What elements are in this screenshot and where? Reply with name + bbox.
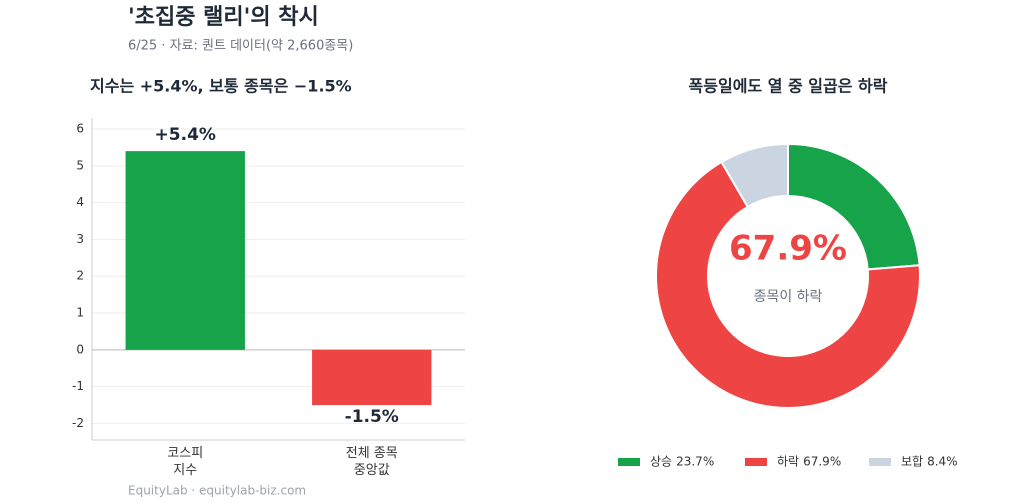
y-tick-label: 3 xyxy=(76,232,84,246)
y-tick-label: -2 xyxy=(72,416,84,430)
bar xyxy=(125,151,245,350)
x-tick-label: 전체 종목 중앙값 xyxy=(345,446,398,478)
y-tick-label: 0 xyxy=(76,342,84,356)
center-value: 67.9% xyxy=(729,229,847,269)
donut-slice xyxy=(655,160,921,409)
legend-label: 보합 xyxy=(901,455,923,469)
x-tick-label: 코스피 지수 xyxy=(167,446,204,478)
donut-title: 폭등일에도 열 중 일곱은 하락 xyxy=(689,77,888,96)
legend-swatch xyxy=(745,458,767,466)
y-tick-label: 5 xyxy=(76,158,84,172)
bar-title: 지수는 +5.4%, 보통 종목은 −1.5% xyxy=(90,77,352,96)
legend-value: 67.9% xyxy=(803,455,841,469)
legend-swatch xyxy=(618,458,640,466)
bar xyxy=(312,349,432,406)
donut-slice xyxy=(787,142,921,271)
legend-value: 8.4% xyxy=(927,455,958,469)
y-tick-label: 2 xyxy=(76,269,84,283)
subtitle: 6/25 · 자료: 퀀트 데이터(약 2,660종목) xyxy=(128,39,353,54)
legend-swatch xyxy=(869,458,891,466)
legend-value: 23.7% xyxy=(676,455,714,469)
donut-slice xyxy=(720,142,789,209)
value-label: -1.5% xyxy=(345,407,399,427)
y-tick-label: -1 xyxy=(72,379,84,393)
legend-label: 상승 xyxy=(650,455,672,469)
y-tick-label: 6 xyxy=(76,122,84,136)
y-tick-label: 4 xyxy=(76,195,84,209)
center-label: 종목이 하락 xyxy=(754,289,823,305)
y-tick-label: 1 xyxy=(76,306,84,320)
title: '초집중 랠리'의 착시 xyxy=(128,5,319,30)
legend-label: 하락 xyxy=(777,455,799,469)
footer: EquityLab · equitylab-biz.com xyxy=(128,484,306,498)
value-label: +5.4% xyxy=(155,125,216,145)
